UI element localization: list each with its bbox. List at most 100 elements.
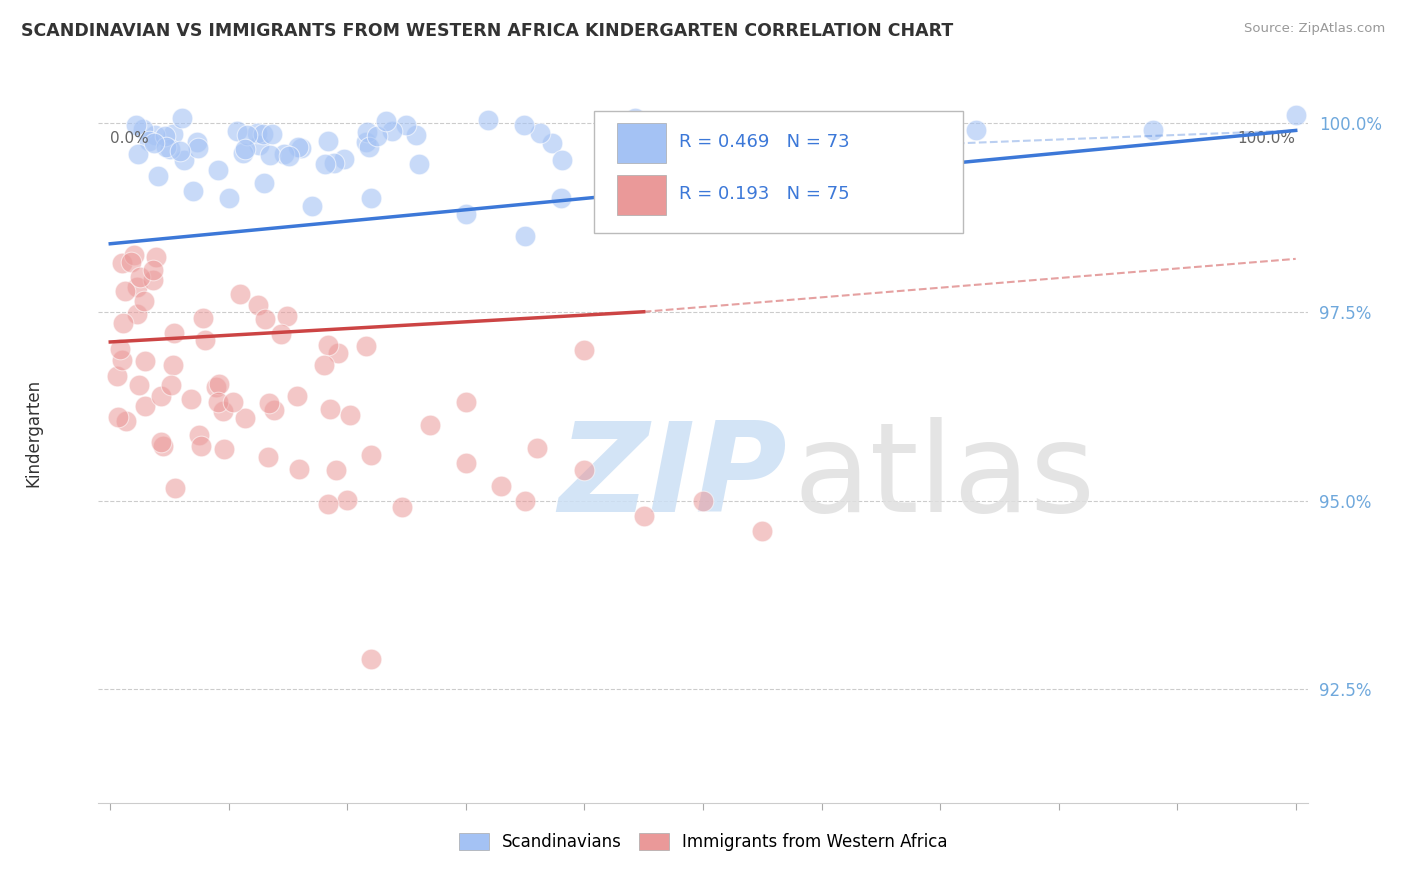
Point (115, 414, 138, 428)
Point (318, 498, 340, 512)
Text: R = 0.469   N = 73: R = 0.469 N = 73 (679, 134, 849, 152)
Point (751, 524, 773, 538)
Point (360, 652, 382, 666)
Point (142, 136, 165, 150)
Point (751, 199, 773, 213)
Point (207, 163, 229, 178)
Point (477, 112, 499, 127)
Text: SCANDINAVIAN VS IMMIGRANTS FROM WESTERN AFRICA KINDERGARTEN CORRELATION CHART: SCANDINAVIAN VS IMMIGRANTS FROM WESTERN … (21, 22, 953, 40)
Point (325, 463, 347, 477)
Point (285, 389, 308, 403)
Point (122, 248, 145, 262)
Point (169, 144, 191, 158)
Point (574, 343, 596, 357)
Point (273, 147, 295, 161)
Point (1142, 123, 1164, 137)
Point (172, 112, 194, 126)
Point (214, 442, 236, 457)
Point (132, 122, 155, 136)
Point (226, 123, 249, 137)
Point (314, 156, 336, 170)
Point (134, 399, 156, 413)
FancyBboxPatch shape (595, 111, 963, 233)
Text: R = 0.193   N = 75: R = 0.193 N = 75 (679, 186, 849, 203)
Point (235, 128, 257, 143)
Point (290, 141, 312, 155)
Point (454, 456, 477, 470)
Point (127, 146, 149, 161)
Point (125, 307, 148, 321)
Point (316, 338, 339, 352)
FancyBboxPatch shape (617, 123, 665, 163)
Point (162, 127, 184, 141)
Point (163, 326, 186, 341)
Point (288, 462, 311, 476)
Point (454, 395, 477, 409)
Point (259, 396, 281, 410)
Point (551, 153, 574, 167)
Point (366, 128, 388, 143)
Text: 100.0%: 100.0% (1237, 131, 1296, 146)
Point (513, 118, 536, 132)
Point (120, 255, 142, 269)
Point (357, 140, 380, 154)
Point (263, 402, 285, 417)
Point (186, 135, 208, 149)
Point (129, 270, 152, 285)
Point (491, 478, 513, 492)
Legend: Scandinavians, Immigrants from Western Africa: Scandinavians, Immigrants from Western A… (451, 826, 955, 857)
Point (132, 293, 155, 308)
Point (187, 141, 209, 155)
Point (529, 126, 551, 140)
Point (222, 395, 245, 409)
Point (114, 285, 136, 299)
Text: atlas: atlas (793, 417, 1095, 538)
Point (253, 177, 276, 191)
Point (235, 411, 257, 425)
Point (173, 153, 195, 167)
Point (207, 395, 229, 409)
Point (128, 377, 150, 392)
Point (155, 128, 177, 143)
Point (105, 369, 128, 384)
Point (181, 184, 204, 198)
Point (162, 358, 184, 372)
Point (160, 377, 183, 392)
Point (188, 427, 211, 442)
Point (419, 418, 441, 433)
Point (360, 191, 382, 205)
Point (276, 309, 298, 323)
Point (515, 229, 537, 244)
Point (212, 404, 235, 418)
Point (259, 148, 281, 162)
Point (260, 127, 283, 141)
Y-axis label: Kindergarten: Kindergarten (25, 378, 42, 487)
Point (138, 134, 160, 148)
Point (257, 450, 280, 465)
Point (574, 463, 596, 477)
Point (235, 142, 257, 156)
Point (232, 146, 254, 161)
Point (354, 338, 377, 352)
Point (150, 389, 173, 403)
Point (143, 128, 166, 143)
Point (541, 136, 564, 150)
Point (454, 206, 477, 220)
Point (270, 326, 292, 341)
Point (316, 134, 339, 148)
Point (328, 346, 350, 360)
Point (356, 125, 378, 139)
Point (408, 157, 430, 171)
Point (194, 333, 217, 347)
Point (515, 493, 537, 508)
Point (107, 410, 129, 425)
Point (633, 508, 655, 523)
Point (145, 250, 167, 264)
Point (111, 353, 134, 368)
Point (381, 124, 404, 138)
Point (526, 441, 548, 455)
Point (354, 136, 377, 150)
Point (180, 392, 202, 406)
Point (254, 312, 277, 326)
Point (405, 128, 427, 142)
